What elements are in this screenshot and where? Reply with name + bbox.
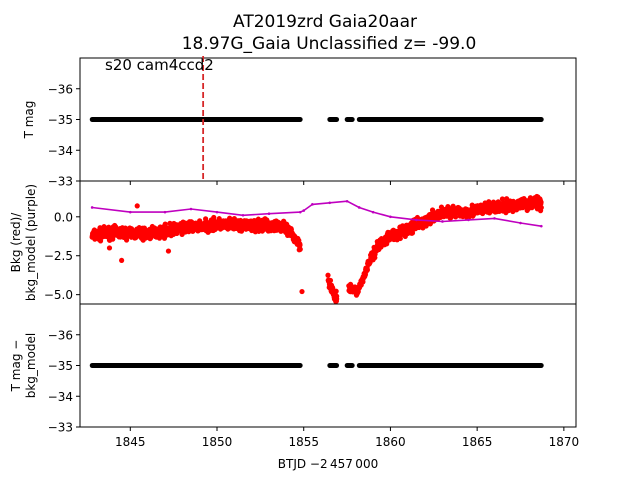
middle-ylabel: Bkg (red)/bkg_model (purple) <box>9 184 38 301</box>
bottom-plot-area <box>89 363 544 368</box>
bottom-xtick-label: 1870 <box>549 435 580 449</box>
bkg-model-point <box>241 213 245 217</box>
bkg-point <box>364 267 370 273</box>
bkg-model-point <box>493 217 496 220</box>
top-plot-area <box>89 117 544 122</box>
bkg-model-point <box>441 220 444 223</box>
bottom-data-point <box>334 363 340 368</box>
bottom-xtick-label: 1855 <box>288 435 319 449</box>
bottom-ytick-label: −34 <box>48 390 73 404</box>
sector-annotation: s20 cam4ccd2 <box>105 56 214 74</box>
bottom-xtick-label: 1860 <box>375 435 406 449</box>
top-data-point <box>297 117 303 122</box>
middle-ytick-label: −5.0 <box>44 288 73 302</box>
bkg-point <box>297 242 303 248</box>
top-data-point <box>349 117 355 122</box>
bottom-ytick-label: −33 <box>48 421 73 435</box>
bkg-model-point <box>90 206 94 209</box>
middle-plot-area <box>89 193 544 304</box>
top-ytick-label: −33 <box>48 175 73 189</box>
bottom-data-point <box>349 363 355 368</box>
bkg-point <box>299 288 305 295</box>
middle-panel: 0.0 −2.5 −5.0 Bkg (red)/bkg_model (purple) <box>9 180 577 305</box>
middle-ytick-label: −2.5 <box>44 249 73 263</box>
bkg-point <box>325 272 331 278</box>
top-panel: −36 −35 −34 −33 T mag <box>22 56 577 189</box>
top-ytick-label: −35 <box>48 113 73 127</box>
bkg-model-point <box>540 224 543 228</box>
bkg-model-point <box>415 218 418 222</box>
bkg-model-point <box>467 218 470 222</box>
bkg-point <box>452 214 459 220</box>
bkg-model-point <box>371 210 375 214</box>
bkg-model-point <box>163 210 167 214</box>
top-ytick-label: −36 <box>48 82 73 96</box>
chart-title-line2: 18.97G_Gaia Unclassified z= -99.0 <box>182 34 477 54</box>
bottom-ytick-label: −35 <box>48 359 73 373</box>
top-ylabel: T mag <box>22 101 36 140</box>
top-ytick-label: −34 <box>48 144 73 158</box>
bkg-point <box>333 288 339 294</box>
chart-title-line1: AT2019zrd Gaia20aar <box>233 12 417 32</box>
bkg-model-point <box>267 212 271 215</box>
bkg-model-point <box>345 199 349 203</box>
top-data-point <box>334 117 340 122</box>
bkg-point <box>499 196 506 202</box>
bkg-model-point <box>328 201 332 205</box>
bkg-model-point <box>189 207 193 211</box>
bkg-point <box>538 204 544 211</box>
bkg-model-point <box>302 209 306 212</box>
bkg-model-point <box>128 210 132 214</box>
bkg-model-point <box>519 221 522 225</box>
bottom-data-point <box>538 363 544 368</box>
bkg-point <box>119 257 125 264</box>
bkg-model-point <box>298 210 302 214</box>
bkg-point <box>397 235 403 242</box>
bottom-panel: −36 −35 −34 −33 1845 1850 1855 1860 1865 1870 T ma… <box>9 303 580 449</box>
x-axis-label: BTJD −2 457 000 <box>278 457 378 471</box>
bottom-data-point <box>297 363 303 368</box>
top-data-point <box>538 117 544 122</box>
bkg-model-point <box>389 215 392 219</box>
bkg-point <box>106 245 113 251</box>
bottom-ytick-label: −36 <box>48 328 73 342</box>
bkg-point <box>165 248 172 254</box>
bkg-point <box>327 278 333 284</box>
bkg-model-point <box>215 210 219 214</box>
bkg-point <box>538 199 544 205</box>
bkg-model-point <box>357 206 361 209</box>
bottom-xtick-label: 1845 <box>115 435 146 449</box>
bkg-model-point <box>311 203 314 206</box>
bkg-point <box>297 246 303 252</box>
bottom-xtick-label: 1850 <box>202 435 233 449</box>
bottom-xtick-label: 1865 <box>462 435 493 449</box>
bkg-point <box>134 203 140 209</box>
bkg-point <box>334 293 340 299</box>
middle-ytick-label: 0.0 <box>54 210 73 224</box>
bottom-ylabel: T mag −bkg_model <box>9 333 38 399</box>
